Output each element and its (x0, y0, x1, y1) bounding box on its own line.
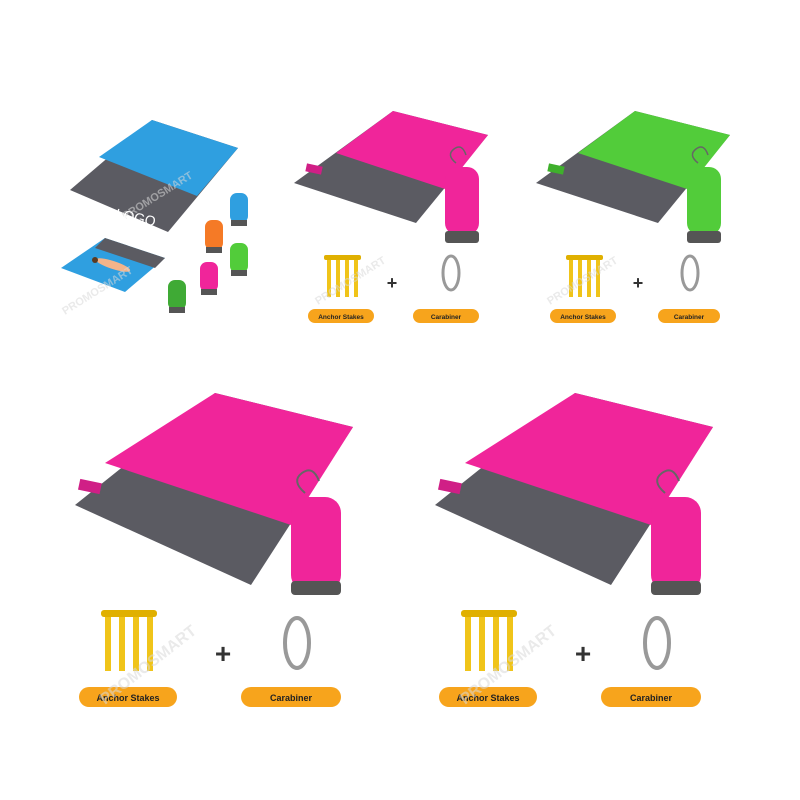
carabiner-text: Carabiner (630, 693, 673, 703)
anchor-stakes-label: Anchor Stakes (308, 309, 374, 323)
blue-beach-mat: PROMOSMART LOGO (70, 120, 238, 232)
carabiner-text: Carabiner (431, 314, 462, 321)
anchor-stakes-text: Anchor Stakes (456, 693, 519, 703)
bag-blue (230, 193, 248, 226)
pink-beach-mat (435, 393, 713, 585)
pink-mat-panel-large-left: + Anchor Stakes Carabiner PROMOSMART (65, 385, 365, 715)
carabiner-label: Carabiner (413, 309, 479, 323)
green-storage-bag (687, 146, 721, 243)
bag-pink (200, 262, 218, 295)
anchor-stakes-label: Anchor Stakes (79, 687, 177, 707)
bag-green (230, 243, 248, 276)
pink-storage-bag (291, 469, 341, 595)
watermark-text: PROMOSMART (313, 254, 388, 307)
plus-sign: + (575, 638, 591, 669)
carabiner-label: Carabiner (241, 687, 341, 707)
plus-sign: + (215, 638, 231, 669)
bag-orange (205, 220, 223, 253)
overview-panel: PROMOSMART LOGO P (55, 110, 270, 340)
anchor-stakes-label: Anchor Stakes (439, 687, 537, 707)
bag-green-2 (168, 280, 186, 313)
anchor-stakes (461, 610, 517, 671)
small-mat-with-person (61, 238, 165, 292)
anchor-stakes (566, 255, 603, 297)
watermark-text: PROMOSMART (545, 254, 620, 307)
carabiner-text: Carabiner (674, 314, 705, 321)
carabiner-icon (680, 254, 700, 292)
carabiner-label: Carabiner (658, 309, 720, 323)
carabiner-icon (283, 616, 311, 670)
anchor-stakes-text: Anchor Stakes (318, 314, 364, 321)
pink-beach-mat (75, 393, 353, 585)
anchor-stakes-text: Anchor Stakes (560, 314, 606, 321)
green-mat-panel-small: + Anchor Stakes Carabiner PROMOSMART (530, 105, 742, 335)
anchor-stakes-label: Anchor Stakes (550, 309, 616, 323)
pink-mat-panel-small: + Anchor Stakes Carabiner PROMOSMART (288, 105, 500, 335)
carabiner-text: Carabiner (270, 693, 313, 703)
carabiner-label: Carabiner (601, 687, 701, 707)
carabiner-icon (643, 616, 671, 670)
plus-sign: + (387, 273, 398, 293)
anchor-stakes-text: Anchor Stakes (96, 693, 159, 703)
pink-storage-bag (651, 469, 701, 595)
pink-mat-panel-large-right: + Anchor Stakes Carabiner PROMOSMART (425, 385, 725, 715)
anchor-stakes (324, 255, 361, 297)
anchor-stakes (101, 610, 157, 671)
plus-sign: + (633, 273, 644, 293)
pink-storage-bag (445, 146, 479, 243)
carabiner-icon (441, 254, 461, 292)
